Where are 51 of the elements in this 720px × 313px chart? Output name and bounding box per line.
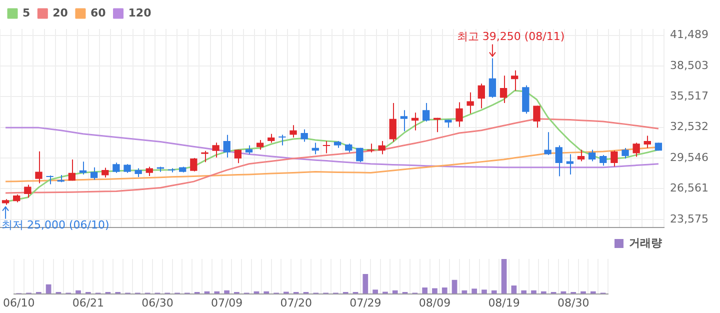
x-tick-label: 07/09 (210, 296, 243, 310)
bar (501, 259, 507, 294)
x-tick-label: 08/19 (488, 296, 520, 310)
bar (482, 290, 487, 294)
x-tick-label: 07/20 (280, 296, 312, 310)
x-tick-label: 08/09 (418, 296, 451, 310)
x-tick-label: 06/10 (3, 296, 35, 310)
candlestick (35, 150, 42, 184)
candlestick (400, 110, 408, 132)
bar (442, 288, 448, 294)
annotation: 최저 25,000 (06/10) (2, 218, 110, 232)
candlestick (124, 164, 131, 174)
candlestick (46, 174, 54, 185)
legend-label: 120 (128, 6, 152, 20)
y-tick-label: 38,503 (670, 58, 708, 72)
y-tick-label: 32,532 (670, 120, 708, 134)
legend-label: 5 (22, 6, 30, 20)
candlestick (610, 150, 618, 168)
bar (452, 280, 458, 294)
candlestick (190, 158, 198, 172)
y-tick-label: 23,575 (670, 212, 708, 226)
candlestick (533, 105, 540, 128)
y-tick-label: 35,517 (670, 90, 708, 103)
candlestick (434, 117, 441, 133)
x-tick-label: 06/21 (72, 296, 104, 310)
legend-label: 거래량 (629, 236, 662, 250)
x-tick-label: 07/29 (350, 296, 382, 310)
candlestick (212, 142, 220, 158)
candlestick (112, 162, 120, 174)
x-tick-label: 08/30 (557, 296, 590, 310)
bar (422, 288, 428, 294)
candlestick (566, 154, 574, 175)
bar (362, 274, 368, 294)
bar (46, 284, 52, 294)
candlestick (456, 102, 463, 128)
candlestick (522, 84, 530, 114)
candlestick (632, 142, 640, 158)
bar (472, 288, 477, 294)
y-tick-label: 29,546 (670, 150, 708, 164)
annotation: 최고 39,250 (08/11) (456, 30, 565, 44)
legend-label: 60 (90, 6, 106, 20)
y-tick-label: 26,561 (670, 182, 708, 195)
candlestick (278, 134, 286, 146)
candlestick (134, 168, 142, 178)
x-tick-label: 06/30 (142, 296, 174, 310)
bar (432, 288, 438, 294)
candlestick (290, 124, 297, 138)
bar (372, 290, 378, 294)
candlestick (367, 143, 374, 153)
legend-label: 20 (52, 6, 68, 20)
y-tick-label: 41,489 (670, 28, 708, 42)
